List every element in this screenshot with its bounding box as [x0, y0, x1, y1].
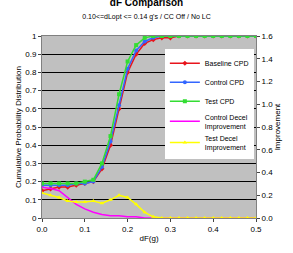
- svg-text:Improvement: Improvement: [273, 103, 282, 150]
- svg-text:0.4: 0.4: [208, 225, 220, 234]
- svg-text:0.1: 0.1: [25, 196, 37, 205]
- svg-text:0.9: 0.9: [25, 50, 37, 59]
- svg-text:0.0: 0.0: [262, 214, 274, 223]
- svg-text:1.4: 1.4: [262, 55, 274, 64]
- svg-text:1.6: 1.6: [262, 32, 274, 41]
- svg-text:Test CPD: Test CPD: [205, 98, 235, 105]
- svg-text:0.6: 0.6: [25, 105, 37, 114]
- svg-text:Control DecelImprovement: Control DecelImprovement: [205, 114, 248, 131]
- svg-text:0.4: 0.4: [25, 141, 37, 150]
- svg-text:dF Comparison0.10<=dLopt <= 0.: dF Comparison0.10<=dLopt <= 0.14 g's / C…: [82, 0, 210, 21]
- svg-text:Cumulative Probability Distrib: Cumulative Probability Distribution: [14, 66, 23, 188]
- svg-text:0.0: 0.0: [36, 225, 48, 234]
- svg-text:1.0: 1.0: [262, 100, 274, 109]
- svg-text:0.3: 0.3: [25, 159, 37, 168]
- svg-text:0.6: 0.6: [262, 146, 274, 155]
- svg-text:1.2: 1.2: [262, 77, 274, 86]
- svg-text:Baseline CPD: Baseline CPD: [205, 60, 249, 67]
- svg-text:0.3: 0.3: [165, 225, 177, 234]
- svg-text:0.2: 0.2: [25, 177, 37, 186]
- svg-text:0.2: 0.2: [122, 225, 134, 234]
- svg-text:Control CPD: Control CPD: [205, 79, 244, 86]
- svg-text:0.4: 0.4: [262, 168, 274, 177]
- svg-text:0.2: 0.2: [262, 191, 274, 200]
- svg-text:0.5: 0.5: [250, 225, 262, 234]
- svg-text:1: 1: [32, 32, 37, 41]
- svg-text:dF(g): dF(g): [139, 234, 158, 243]
- svg-text:0.1: 0.1: [79, 225, 91, 234]
- svg-text:Test DecelImprovement: Test DecelImprovement: [205, 135, 246, 152]
- svg-text:0.8: 0.8: [262, 123, 274, 132]
- svg-text:0.7: 0.7: [25, 86, 37, 95]
- svg-text:0.5: 0.5: [25, 123, 37, 132]
- svg-text:0.8: 0.8: [25, 68, 37, 77]
- svg-text:0: 0: [32, 214, 37, 223]
